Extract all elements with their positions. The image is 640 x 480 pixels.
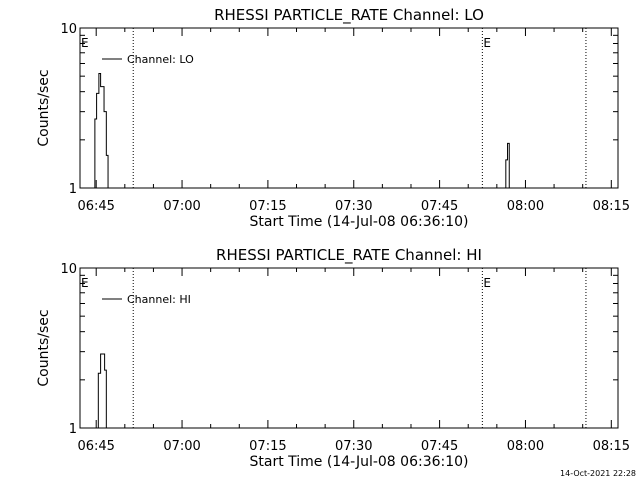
plot-frame — [79, 267, 619, 429]
x-tick-label: 08:15 — [593, 439, 630, 454]
event-marker-label: E — [483, 276, 491, 290]
x-tick-label: 07:45 — [421, 199, 458, 214]
x-tick-label: 07:00 — [163, 439, 200, 454]
x-tick-label: 08:00 — [507, 199, 544, 214]
y-tick-label: 1 — [69, 422, 77, 437]
x-axis-label: Start Time (14-Jul-08 06:36:10) — [249, 214, 468, 230]
x-tick-label: 07:00 — [163, 199, 200, 214]
x-tick-label: 07:30 — [335, 199, 372, 214]
x-tick-label: 07:30 — [335, 439, 372, 454]
chart-panel-2: RHESSI PARTICLE_RATE Channel: HI Counts/s… — [36, 246, 630, 470]
x-tick-label: 06:45 — [77, 199, 114, 214]
y-axis-label: Counts/sec — [36, 69, 52, 146]
y-tick-label: 10 — [60, 262, 77, 277]
x-tick-label: 08:00 — [507, 439, 544, 454]
series-line — [88, 72, 112, 189]
event-marker-label: E — [81, 36, 89, 50]
event-marker-label: E — [81, 276, 89, 290]
y-tick-label: 10 — [60, 22, 77, 37]
y-tick-label: 1 — [69, 182, 77, 197]
series-line — [503, 142, 512, 189]
chart-title: RHESSI PARTICLE_RATE Channel: LO — [214, 6, 484, 25]
plot-frame — [79, 27, 619, 189]
x-axis-label: Start Time (14-Jul-08 06:36:10) — [249, 454, 468, 470]
x-tick-label: 07:15 — [249, 439, 286, 454]
x-tick-label: 07:45 — [421, 439, 458, 454]
x-tick-label: 08:15 — [593, 199, 630, 214]
event-marker-label: E — [483, 36, 491, 50]
series-line — [96, 353, 109, 429]
chart-title: RHESSI PARTICLE_RATE Channel: HI — [216, 246, 482, 265]
legend-label: Channel: LO — [127, 53, 194, 66]
x-tick-label: 07:15 — [249, 199, 286, 214]
legend-label: Channel: HI — [127, 293, 191, 306]
x-tick-label: 06:45 — [77, 439, 114, 454]
y-axis-label: Counts/sec — [36, 309, 52, 386]
footer-timestamp: 14-Oct-2021 22:28 — [560, 469, 636, 478]
chart-panel-1: RHESSI PARTICLE_RATE Channel: LO Counts/s… — [36, 6, 630, 230]
